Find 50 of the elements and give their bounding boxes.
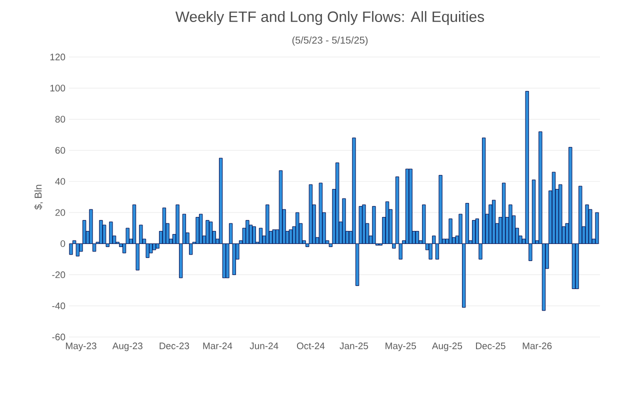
y-tick-label: -60 (52, 334, 66, 340)
bar (109, 222, 113, 244)
bar (362, 204, 366, 244)
y-tick-label: 60 (55, 146, 66, 154)
y-tick-label: 80 (55, 116, 66, 123)
bar (208, 222, 213, 244)
bar (206, 220, 210, 244)
y-tick-label: 20 (55, 209, 66, 216)
bar (252, 226, 256, 244)
bar (266, 204, 270, 244)
bar (472, 220, 476, 244)
y-tick-label: -40 (52, 302, 66, 310)
bar (558, 184, 562, 244)
y-tick-label: 0 (60, 240, 66, 248)
bar (296, 212, 300, 244)
x-tick-label: Jun-24 (250, 342, 278, 350)
bar (372, 206, 376, 244)
y-axis-title: $, Bln (34, 184, 43, 210)
bar (408, 168, 412, 244)
bar (336, 162, 340, 244)
x-tick-label: Oct-24 (296, 342, 325, 350)
bar (508, 204, 512, 244)
bar (199, 214, 203, 244)
x-tick-label: Jan-25 (340, 342, 368, 350)
x-tick-label: May-23 (66, 342, 96, 352)
bar (69, 243, 73, 255)
x-tick-label: Dec-25 (476, 342, 506, 350)
chart-subtitle: (5/5/23 - 5/15/25) (292, 36, 368, 46)
bar (342, 198, 346, 244)
bar (272, 229, 276, 244)
x-tick-label: Mar-24 (203, 342, 232, 350)
bar (246, 220, 250, 244)
y-tick-label: 40 (55, 178, 66, 185)
bar (196, 216, 200, 244)
chart-title: Weekly ETF and Long Only Flows: All Equities (175, 11, 484, 25)
x-tick-label: Mar-26 (522, 342, 552, 350)
bar (99, 220, 103, 244)
y-tick-label: 100 (50, 84, 66, 92)
y-tick-label: 120 (50, 54, 66, 60)
y-tick-label: -20 (52, 271, 66, 278)
bar (585, 204, 589, 244)
x-tick-label: Aug-23 (112, 342, 142, 352)
x-tick-label: May-25 (386, 342, 416, 352)
bar (502, 182, 506, 244)
x-tick-label: Aug-25 (432, 342, 462, 352)
bar (448, 218, 452, 244)
bar (278, 170, 283, 244)
x-tick-label: Dec-23 (160, 342, 190, 350)
bar (595, 212, 599, 244)
bar (415, 230, 420, 244)
